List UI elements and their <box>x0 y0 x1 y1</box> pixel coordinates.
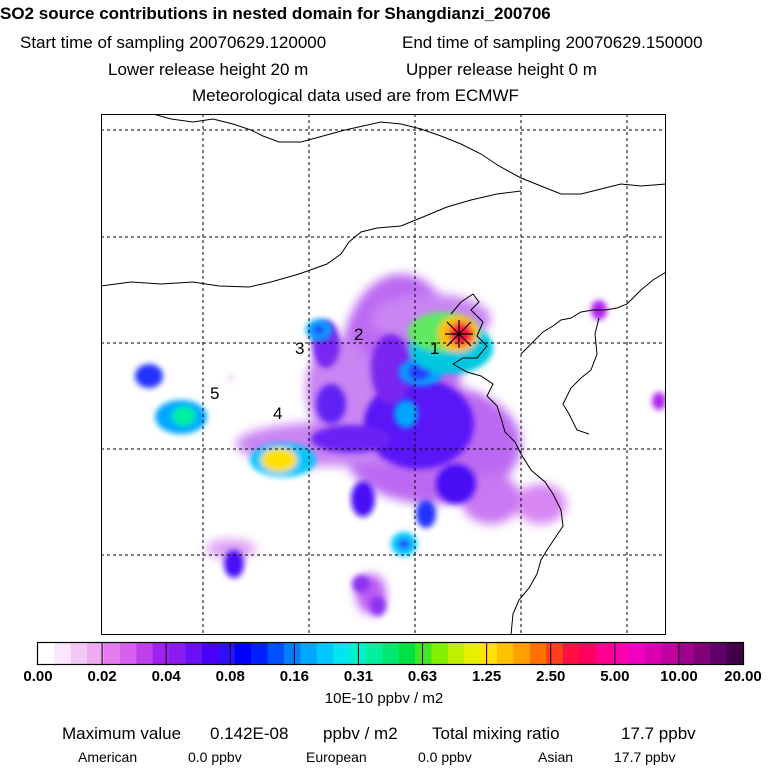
coastlines <box>101 114 666 635</box>
colorbar-cell <box>710 643 728 664</box>
european-label: European <box>306 749 367 765</box>
end-time: End time of sampling 20070629.150000 <box>402 33 703 52</box>
colorbar-cell <box>579 643 597 664</box>
map-title: SO2 source contributions in nested domai… <box>0 4 551 23</box>
colorbar-cell <box>283 643 301 664</box>
colorbar-cell <box>218 643 236 664</box>
colorbar-cell <box>398 643 416 664</box>
colorbar-cell <box>267 643 285 664</box>
upper-release-height: Upper release height 0 m <box>406 60 597 79</box>
colorbar-cell <box>562 643 580 664</box>
colorbar-cell <box>611 643 629 664</box>
colorbar-tick-label: 20.00 <box>724 668 762 685</box>
american-value: 0.0 ppbv <box>188 749 242 765</box>
colorbar-tick-label: 1.25 <box>472 668 502 685</box>
colorbar-cell <box>103 643 121 664</box>
source-label-5: 5 <box>210 384 219 403</box>
colorbar-cell <box>54 643 72 664</box>
colorbar-cell <box>169 643 187 664</box>
colorbar-cell <box>661 643 679 664</box>
colorbar-tick-label: 0.08 <box>215 668 245 685</box>
max-value: 0.142E-08 <box>210 724 289 743</box>
colorbar-cell <box>628 643 646 664</box>
colorbar-tick-label: 0.31 <box>343 668 374 685</box>
lat-lon-grid <box>101 114 666 635</box>
colorbar-tick-label: 0.16 <box>279 668 309 685</box>
colorbar-cell <box>677 643 695 664</box>
map-frame <box>101 114 666 635</box>
colorbar-tick-label: 0.63 <box>407 668 438 685</box>
colorbar-cell <box>644 643 662 664</box>
met-data-source: Meteorological data used are from ECMWF <box>192 86 519 105</box>
colorbar-cell <box>447 643 465 664</box>
station-marker-icon <box>445 320 473 348</box>
source-label-4: 4 <box>273 404 282 423</box>
colorbar-cell <box>38 643 55 664</box>
colorbar-cell <box>480 643 498 664</box>
colorbar-cell <box>546 643 564 664</box>
start-time: Start time of sampling 20070629.120000 <box>20 33 327 52</box>
asian-label: Asian <box>538 749 574 765</box>
max-value-unit: ppbv / m2 <box>323 724 398 743</box>
colorbar-cell <box>693 643 711 664</box>
colorbar-tick-label: 0.04 <box>151 668 181 685</box>
colorbar-cell <box>300 643 318 664</box>
concentration-map: 1 2 3 4 5 <box>101 114 666 635</box>
colorbar-tick-label: 0.00 <box>23 668 53 685</box>
colorbar-cell <box>152 643 170 664</box>
colorbar-cell <box>87 643 105 664</box>
colorbar-cell <box>70 643 88 664</box>
colorbar-cell <box>382 643 400 664</box>
colorbar-tick-label: 5.00 <box>600 668 630 685</box>
colorbar-cell <box>119 643 137 664</box>
colorbar-tick-label: 10.00 <box>660 668 698 685</box>
colorbar-cell <box>365 643 383 664</box>
colorbar-cell <box>136 643 154 664</box>
colorbar-cell <box>529 643 547 664</box>
colorbar-cell <box>464 643 482 664</box>
plume-layer <box>135 274 666 616</box>
asian-value: 17.7 ppbv <box>614 749 676 765</box>
colorbar-cell <box>201 643 219 664</box>
max-value-label: Maximum value <box>62 724 182 743</box>
colorbar-tick-label: 0.02 <box>87 668 117 685</box>
source-label-2: 2 <box>354 325 363 344</box>
colorbar-cell <box>234 643 252 664</box>
colorbar-cell <box>431 643 449 664</box>
lower-release-height: Lower release height 20 m <box>108 60 309 79</box>
colorbar-cell <box>333 643 351 664</box>
total-mixing-value: 17.7 ppbv <box>621 724 696 743</box>
american-label: American <box>78 749 138 765</box>
european-value: 0.0 ppbv <box>418 749 472 765</box>
colorbar-cell <box>513 643 531 664</box>
colorbar-tick-label: 2.50 <box>536 668 566 685</box>
colorbar-cell <box>316 643 334 664</box>
colorbar-unit: 10E-10 ppbv / m2 <box>324 690 444 707</box>
total-mixing-label: Total mixing ratio <box>432 724 560 743</box>
colorbar-cell <box>251 643 269 664</box>
colorbar <box>36 641 745 666</box>
source-label-1: 1 <box>430 339 439 358</box>
colorbar-cell <box>726 643 744 664</box>
colorbar-cell <box>415 643 433 664</box>
colorbar-cell <box>595 643 613 664</box>
colorbar-cell <box>185 643 203 664</box>
source-label-3: 3 <box>295 339 304 358</box>
colorbar-cell <box>497 643 515 664</box>
